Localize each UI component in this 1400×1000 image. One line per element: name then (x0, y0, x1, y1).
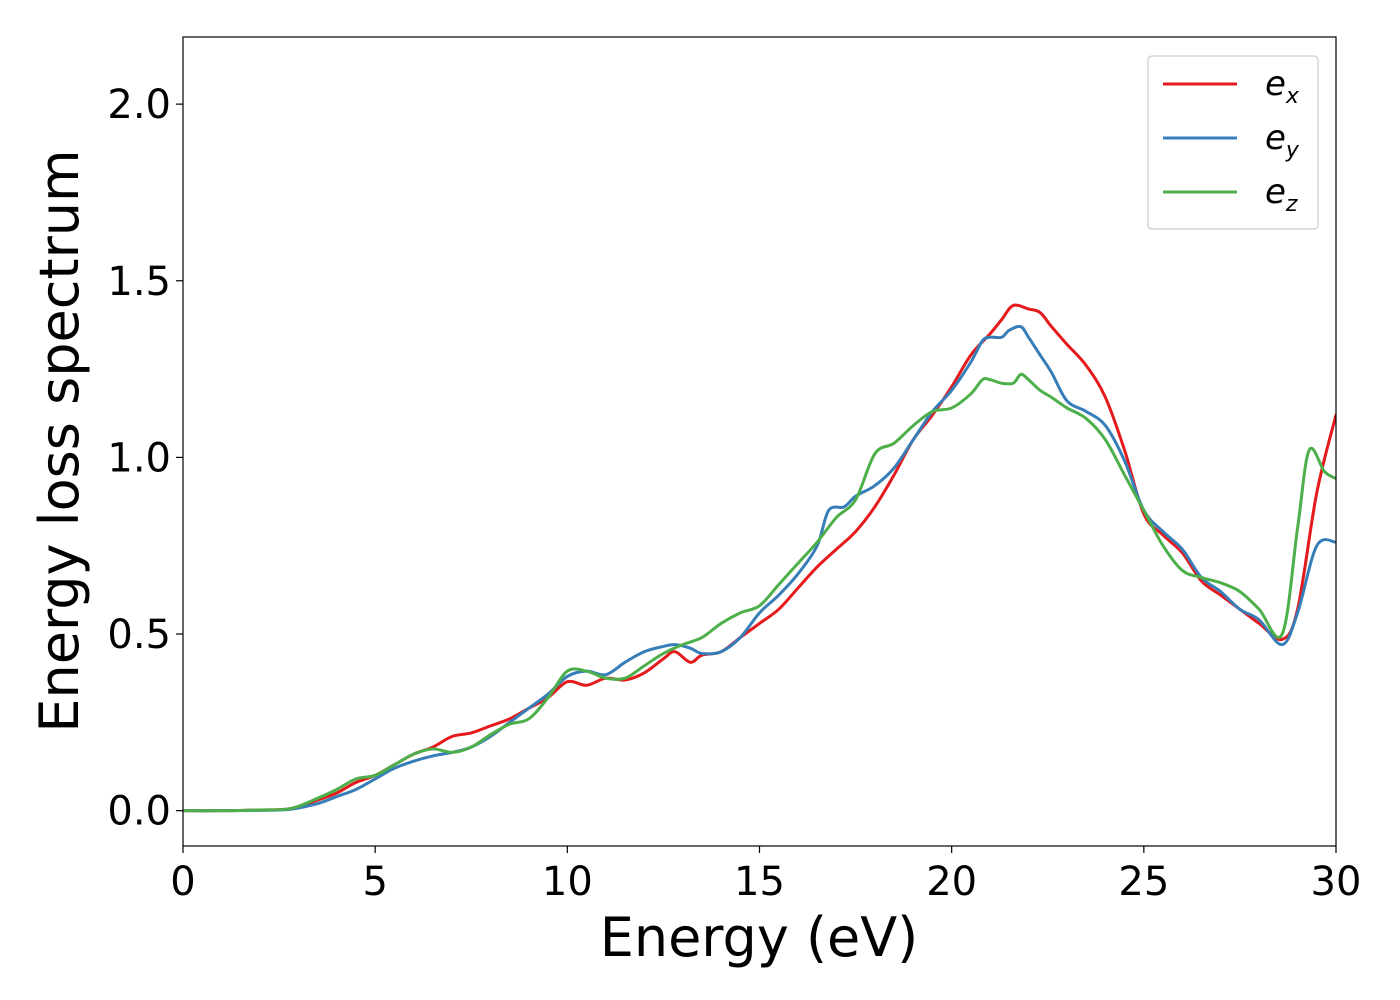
y-axis-title: Energy loss spectrum (28, 149, 91, 732)
x-tick-label: 30 (1311, 859, 1362, 905)
x-tick-label: 25 (1118, 859, 1169, 905)
x-tick-label: 20 (926, 859, 977, 905)
y-tick-label: 1.0 (107, 435, 171, 481)
x-tick-label: 15 (734, 859, 785, 905)
y-tick-label: 1.5 (107, 259, 171, 305)
x-tick-label: 10 (542, 859, 593, 905)
legend-box (1147, 55, 1319, 230)
legend-label-subscript: x (1285, 84, 1300, 109)
y-tick-label: 0.5 (107, 612, 171, 658)
y-tick-label: 0.0 (107, 789, 171, 835)
legend-label-z: ez (1265, 172, 1298, 217)
y-axis-ticks: 0.0 0.5 1.0 1.5 2.0 (107, 82, 183, 835)
series-line-y (183, 324, 1336, 813)
x-axis-ticks: 0 5 10 15 20 25 30 (170, 846, 1361, 905)
x-tick-label: 5 (362, 859, 387, 905)
x-tick-label: 0 (170, 859, 195, 905)
y-tick-label: 2.0 (107, 82, 171, 128)
legend-label-subscript: y (1285, 138, 1300, 163)
x-axis-title: Energy (eV) (600, 906, 919, 969)
legend-label-y: ey (1265, 118, 1300, 163)
legend-label-base: e (1265, 118, 1286, 158)
series-line-z (183, 372, 1336, 813)
legend-label-x: ex (1265, 64, 1300, 109)
legend-label-base: e (1265, 64, 1286, 104)
legend-label-base: e (1265, 172, 1286, 212)
series-layer (183, 303, 1336, 813)
legend-label-subscript: z (1285, 192, 1298, 217)
